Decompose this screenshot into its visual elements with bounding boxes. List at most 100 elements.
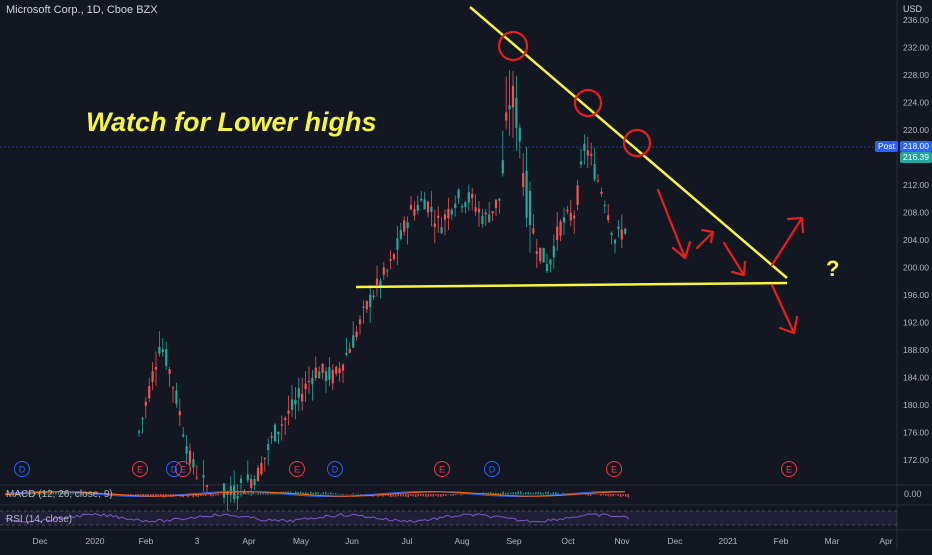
macd-histogram-bar [507, 492, 509, 495]
candle-body [148, 386, 151, 399]
candles-group [137, 70, 627, 512]
candle-body [542, 247, 545, 263]
macd-histogram-bar [127, 494, 129, 496]
macd-histogram-bar [342, 494, 344, 495]
post-tag: Post [875, 141, 899, 152]
candle-body [338, 368, 341, 374]
candle-body [379, 280, 382, 287]
macd-histogram-bar [235, 494, 237, 495]
macd-histogram-bar [130, 494, 132, 496]
candle-body [144, 401, 147, 406]
candle-body [335, 366, 338, 374]
macd-histogram-bar [205, 494, 207, 496]
candle-body [539, 247, 542, 262]
support-line [355, 281, 788, 289]
macd-histogram-bar [140, 494, 142, 496]
macd-histogram-bar [512, 492, 514, 495]
macd-histogram-bar [240, 493, 242, 495]
event-marker-d [484, 461, 500, 477]
candle-body [420, 198, 423, 201]
candle-body [229, 486, 232, 495]
candle-body [151, 371, 154, 382]
macd-histogram-bar [522, 492, 524, 495]
candle-body [273, 424, 277, 442]
macd-value: 0.00 [904, 489, 922, 499]
macd-histogram-bar [202, 494, 204, 496]
macd-histogram-bar [362, 494, 364, 495]
scenario-arrow [722, 241, 747, 277]
candle-body [239, 478, 243, 483]
macd-histogram-bar [457, 493, 459, 495]
macd-histogram-bar [382, 494, 384, 497]
macd-histogram-bar [537, 491, 539, 495]
y-tick-label: 180.00 [903, 400, 929, 410]
macd-histogram-bar [325, 491, 327, 495]
candle-body [399, 230, 402, 239]
macd-histogram-bar [35, 492, 37, 495]
x-tick-label: May [293, 536, 310, 546]
x-tick-label: Dec [32, 536, 48, 546]
macd-histogram-bar [585, 494, 587, 495]
candle-body [168, 369, 171, 374]
candle-body [450, 209, 453, 215]
event-marker-e [434, 461, 450, 477]
macd-histogram-bar [320, 493, 322, 495]
y-tick-label: 188.00 [903, 345, 929, 355]
candle-body [331, 369, 334, 384]
macd-histogram-bar [530, 492, 532, 495]
macd-histogram-bar [607, 494, 609, 497]
macd-histogram-bar [455, 494, 457, 496]
macd-histogram-bar [612, 494, 614, 497]
macd-histogram-bar [145, 494, 147, 497]
macd-histogram-bar [60, 492, 62, 495]
candle-body [586, 150, 589, 156]
candle-body [185, 446, 188, 454]
candle-body [406, 222, 409, 229]
candle-body [532, 228, 535, 234]
candle-body [590, 153, 593, 156]
last-price-tag: 216.39 [900, 152, 932, 163]
macd-histogram-bar [620, 494, 622, 497]
macd-histogram-bar [322, 492, 324, 495]
macd-histogram-bar [422, 494, 424, 497]
post-price-tag: 218.00 [900, 141, 932, 152]
candle-body [372, 295, 375, 298]
candle-body [270, 436, 273, 438]
event-marker-label: E [611, 465, 617, 475]
macd-histogram-bar [550, 493, 552, 495]
rsi-line [4, 512, 630, 523]
headline-annotation: Watch for Lower highs [86, 107, 377, 137]
candle-body [467, 192, 470, 203]
candle-body [511, 85, 515, 108]
macd-histogram-bar [257, 493, 259, 495]
macd-histogram-bar [525, 492, 527, 495]
macd-histogram-bar [412, 494, 414, 497]
event-marker-e [132, 461, 148, 477]
macd-histogram-bar [65, 491, 67, 495]
event-marker-label: D [171, 465, 178, 475]
candle-body [314, 367, 317, 379]
macd-histogram-bar [495, 492, 497, 495]
macd-histogram-bar [57, 491, 59, 495]
macd-histogram-bar [415, 494, 417, 497]
candle-body [375, 278, 379, 285]
candle-body [600, 191, 603, 194]
macd-histogram-bar [197, 494, 199, 497]
x-tick-label: Apr [879, 536, 892, 546]
candle-body [369, 294, 372, 307]
candle-body [409, 205, 413, 210]
macd-histogram-bar [392, 494, 394, 497]
macd-histogram-bar [475, 493, 477, 495]
candle-body [137, 431, 141, 433]
macd-histogram-bar [315, 492, 317, 495]
candle-body [522, 173, 525, 188]
candle-body [280, 424, 283, 426]
macd-histogram-bar [227, 493, 229, 495]
macd-histogram-bar [62, 492, 64, 495]
event-marker-d [166, 461, 182, 477]
macd-histogram-bar [452, 494, 454, 496]
candle-body [236, 495, 239, 499]
event-marker-d [14, 461, 30, 477]
